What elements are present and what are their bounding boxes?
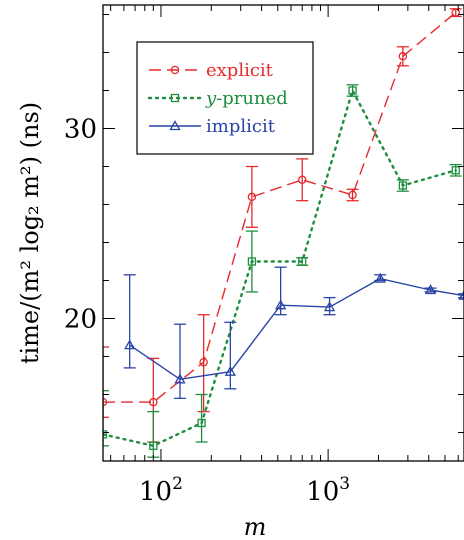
data-point bbox=[174, 373, 186, 384]
series-line bbox=[129, 277, 464, 381]
data-point bbox=[451, 166, 460, 175]
error-bar bbox=[224, 321, 237, 390]
series-line bbox=[103, 12, 457, 403]
x-tick-label: 103 bbox=[306, 474, 350, 507]
legend-box bbox=[136, 41, 314, 155]
data-point bbox=[398, 181, 408, 190]
error-bar bbox=[103, 390, 109, 447]
series-y-pruned bbox=[103, 84, 462, 458]
data-point bbox=[199, 357, 208, 367]
data-point bbox=[323, 301, 336, 312]
data-point bbox=[424, 284, 437, 295]
error-bar bbox=[147, 410, 160, 458]
legend-marker bbox=[170, 93, 180, 103]
axis-ticks: 20 30 102 103 bbox=[64, 5, 464, 507]
data-point bbox=[374, 272, 386, 283]
data-point bbox=[103, 430, 108, 439]
data-point bbox=[247, 192, 257, 202]
legend-marker bbox=[170, 65, 180, 75]
legend-label: implicit bbox=[206, 116, 276, 137]
data-point bbox=[224, 365, 236, 376]
x-axis-label: m bbox=[244, 513, 267, 540]
error-bar bbox=[296, 158, 309, 202]
error-bar bbox=[245, 165, 258, 228]
data-point bbox=[458, 289, 464, 300]
y-axis-label: time/(m² log₂ m²) (ns) bbox=[16, 102, 44, 364]
error-bar bbox=[195, 393, 208, 443]
legend-entry-y-pruned: y-pruned bbox=[147, 88, 288, 109]
legend-marker bbox=[169, 120, 181, 131]
data-point bbox=[149, 397, 158, 407]
error-bar bbox=[174, 323, 187, 399]
y-tick-label: 20 bbox=[64, 305, 97, 335]
data-point bbox=[247, 257, 257, 266]
series-explicit bbox=[103, 8, 462, 443]
error-bar bbox=[323, 296, 336, 316]
y-tick-label: 30 bbox=[64, 115, 97, 145]
legend-entry-explicit: explicit bbox=[149, 60, 274, 81]
error-bar bbox=[103, 346, 109, 418]
series-implicit bbox=[123, 266, 464, 399]
legend-label: y-pruned bbox=[205, 88, 288, 109]
plot-frame bbox=[102, 4, 464, 462]
x-tick-label: 102 bbox=[139, 474, 183, 507]
error-bar bbox=[123, 274, 136, 369]
data-point bbox=[124, 339, 136, 350]
legend-label: explicit bbox=[206, 60, 274, 81]
plot-content bbox=[103, 8, 464, 458]
data-point bbox=[197, 418, 206, 428]
legend-entry-implicit: implicit bbox=[149, 116, 276, 137]
error-bar bbox=[197, 314, 210, 413]
data-point bbox=[275, 299, 287, 310]
data-point bbox=[348, 190, 357, 200]
error-bar bbox=[274, 266, 287, 316]
data-point bbox=[149, 441, 158, 450]
data-point bbox=[298, 257, 307, 266]
data-point bbox=[398, 52, 408, 61]
legend: explicit y-pruned implicit bbox=[136, 41, 314, 155]
data-point bbox=[451, 8, 460, 17]
data-point bbox=[297, 175, 307, 185]
data-point bbox=[348, 86, 357, 95]
